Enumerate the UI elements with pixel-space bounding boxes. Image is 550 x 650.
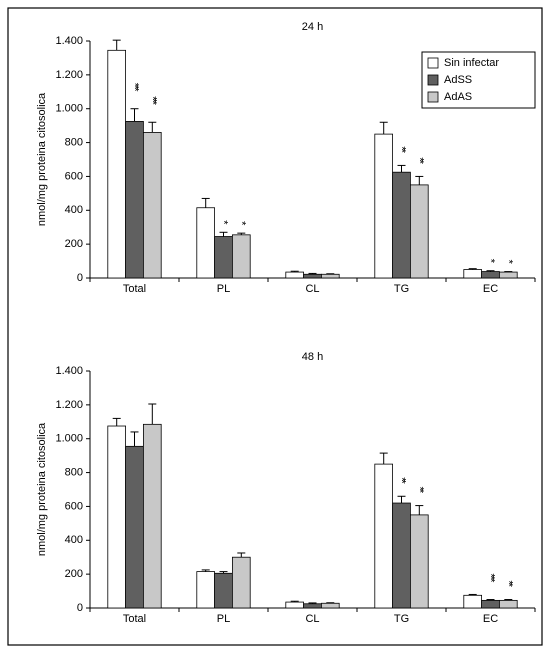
bar xyxy=(214,236,233,279)
significance: ** xyxy=(413,487,425,494)
bar xyxy=(142,132,162,279)
bar xyxy=(392,171,411,279)
x-tick-label: Total xyxy=(123,613,146,625)
significance: * xyxy=(218,220,230,225)
significance: *** xyxy=(485,574,497,584)
y-tick-label: 1.200 xyxy=(55,399,83,411)
bar xyxy=(285,271,304,279)
y-tick-label: 0 xyxy=(77,272,83,284)
bar xyxy=(392,502,411,609)
x-tick-label: PL xyxy=(217,283,230,295)
legend-label: AdAS xyxy=(444,91,472,103)
y-tick-label: 400 xyxy=(65,534,83,546)
x-tick-label: EC xyxy=(483,283,498,295)
legend-label: AdSS xyxy=(444,74,472,86)
y-axis-label: nmol/mg proteina citosolica xyxy=(36,92,48,226)
x-tick-label: CL xyxy=(305,613,319,625)
y-tick-label: 800 xyxy=(65,466,83,478)
bar xyxy=(303,603,322,609)
legend-box xyxy=(421,51,536,109)
y-tick-label: 1.000 xyxy=(55,433,83,445)
chart-title: 48 h xyxy=(302,351,323,363)
y-tick-label: 400 xyxy=(65,204,83,216)
bar xyxy=(125,121,144,279)
bar xyxy=(142,423,162,609)
bar xyxy=(481,599,500,609)
y-tick-label: 1.200 xyxy=(55,69,83,81)
bar xyxy=(409,514,429,609)
bar xyxy=(481,271,500,279)
bar xyxy=(196,207,216,279)
bar xyxy=(285,601,304,609)
x-tick-label: CL xyxy=(305,283,319,295)
y-tick-label: 1.400 xyxy=(55,35,83,47)
significance: * xyxy=(235,221,247,226)
legend-swatch xyxy=(427,74,439,86)
significance: ** xyxy=(413,157,425,164)
significance: ** xyxy=(502,581,514,588)
bar xyxy=(231,556,251,609)
significance: ** xyxy=(396,477,408,484)
y-tick-label: 800 xyxy=(65,136,83,148)
bar xyxy=(107,49,127,279)
legend-swatch xyxy=(427,57,439,69)
bar xyxy=(125,445,144,609)
bar xyxy=(320,273,340,279)
x-tick-label: PL xyxy=(217,613,230,625)
y-tick-label: 600 xyxy=(65,500,83,512)
bar xyxy=(463,594,482,609)
bar xyxy=(107,425,127,609)
y-tick-label: 200 xyxy=(65,238,83,250)
bar xyxy=(320,602,340,609)
y-tick-label: 1.000 xyxy=(55,103,83,115)
bar xyxy=(303,273,322,279)
x-tick-label: EC xyxy=(483,613,498,625)
bar xyxy=(214,572,233,609)
bar xyxy=(196,571,216,609)
bar xyxy=(409,184,429,279)
y-tick-label: 1.400 xyxy=(55,365,83,377)
significance: * xyxy=(485,259,497,264)
y-axis-label: nmol/mg proteina citosolica xyxy=(36,422,48,556)
significance: *** xyxy=(129,83,141,93)
bar xyxy=(374,463,393,609)
frame xyxy=(7,7,543,646)
x-tick-label: Total xyxy=(123,283,146,295)
significance: * xyxy=(502,260,514,265)
bar xyxy=(374,133,393,279)
bar xyxy=(231,234,251,279)
legend-label: Sin infectar xyxy=(444,57,499,69)
y-tick-label: 600 xyxy=(65,170,83,182)
y-tick-label: 0 xyxy=(77,602,83,614)
chart-title: 24 h xyxy=(302,21,323,33)
significance: *** xyxy=(146,96,158,106)
x-tick-label: TG xyxy=(394,283,409,295)
y-tick-label: 200 xyxy=(65,568,83,580)
x-tick-label: TG xyxy=(394,613,409,625)
legend-swatch xyxy=(427,91,439,103)
bar xyxy=(498,271,518,279)
bar xyxy=(498,599,518,609)
significance: ** xyxy=(396,146,408,153)
bar xyxy=(463,269,482,279)
